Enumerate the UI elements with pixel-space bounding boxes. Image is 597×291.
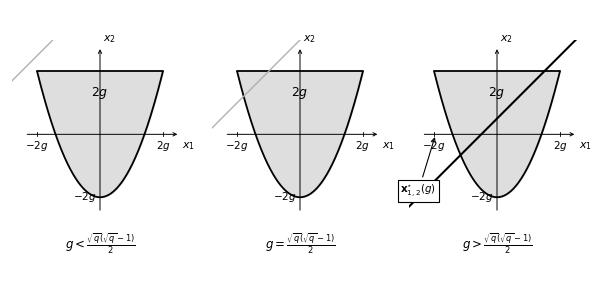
- Text: $-2g$: $-2g$: [470, 190, 493, 204]
- Text: $-2g$: $-2g$: [422, 139, 446, 153]
- Text: $2g$: $2g$: [155, 139, 170, 153]
- Text: $2g$: $2g$: [91, 86, 109, 102]
- Text: $2g$: $2g$: [488, 86, 506, 102]
- Text: $2g$: $2g$: [355, 139, 370, 153]
- Text: $x_1$: $x_1$: [383, 140, 395, 152]
- Text: $x_1$: $x_1$: [580, 140, 592, 152]
- Text: $-2g$: $-2g$: [225, 139, 249, 153]
- Text: $2g$: $2g$: [291, 86, 309, 102]
- Text: $g < \frac{\sqrt{q}(\sqrt{q}-1)}{2}$: $g < \frac{\sqrt{q}(\sqrt{q}-1)}{2}$: [64, 232, 136, 256]
- Text: $2g$: $2g$: [552, 139, 567, 153]
- Text: $g = \frac{\sqrt{q}(\sqrt{q}-1)}{2}$: $g = \frac{\sqrt{q}(\sqrt{q}-1)}{2}$: [264, 232, 336, 256]
- Text: $g > \frac{\sqrt{q}(\sqrt{q}-1)}{2}$: $g > \frac{\sqrt{q}(\sqrt{q}-1)}{2}$: [461, 232, 533, 256]
- Text: $x_2$: $x_2$: [303, 33, 315, 45]
- Text: $-2g$: $-2g$: [73, 190, 96, 204]
- Text: $-2g$: $-2g$: [25, 139, 49, 153]
- Text: $x_2$: $x_2$: [103, 33, 115, 45]
- Text: $\mathbf{x}^{\star}_{1,2}(g)$: $\mathbf{x}^{\star}_{1,2}(g)$: [401, 138, 436, 199]
- Text: $-2g$: $-2g$: [273, 190, 296, 204]
- Text: $x_1$: $x_1$: [183, 140, 195, 152]
- Text: $x_2$: $x_2$: [500, 33, 512, 45]
